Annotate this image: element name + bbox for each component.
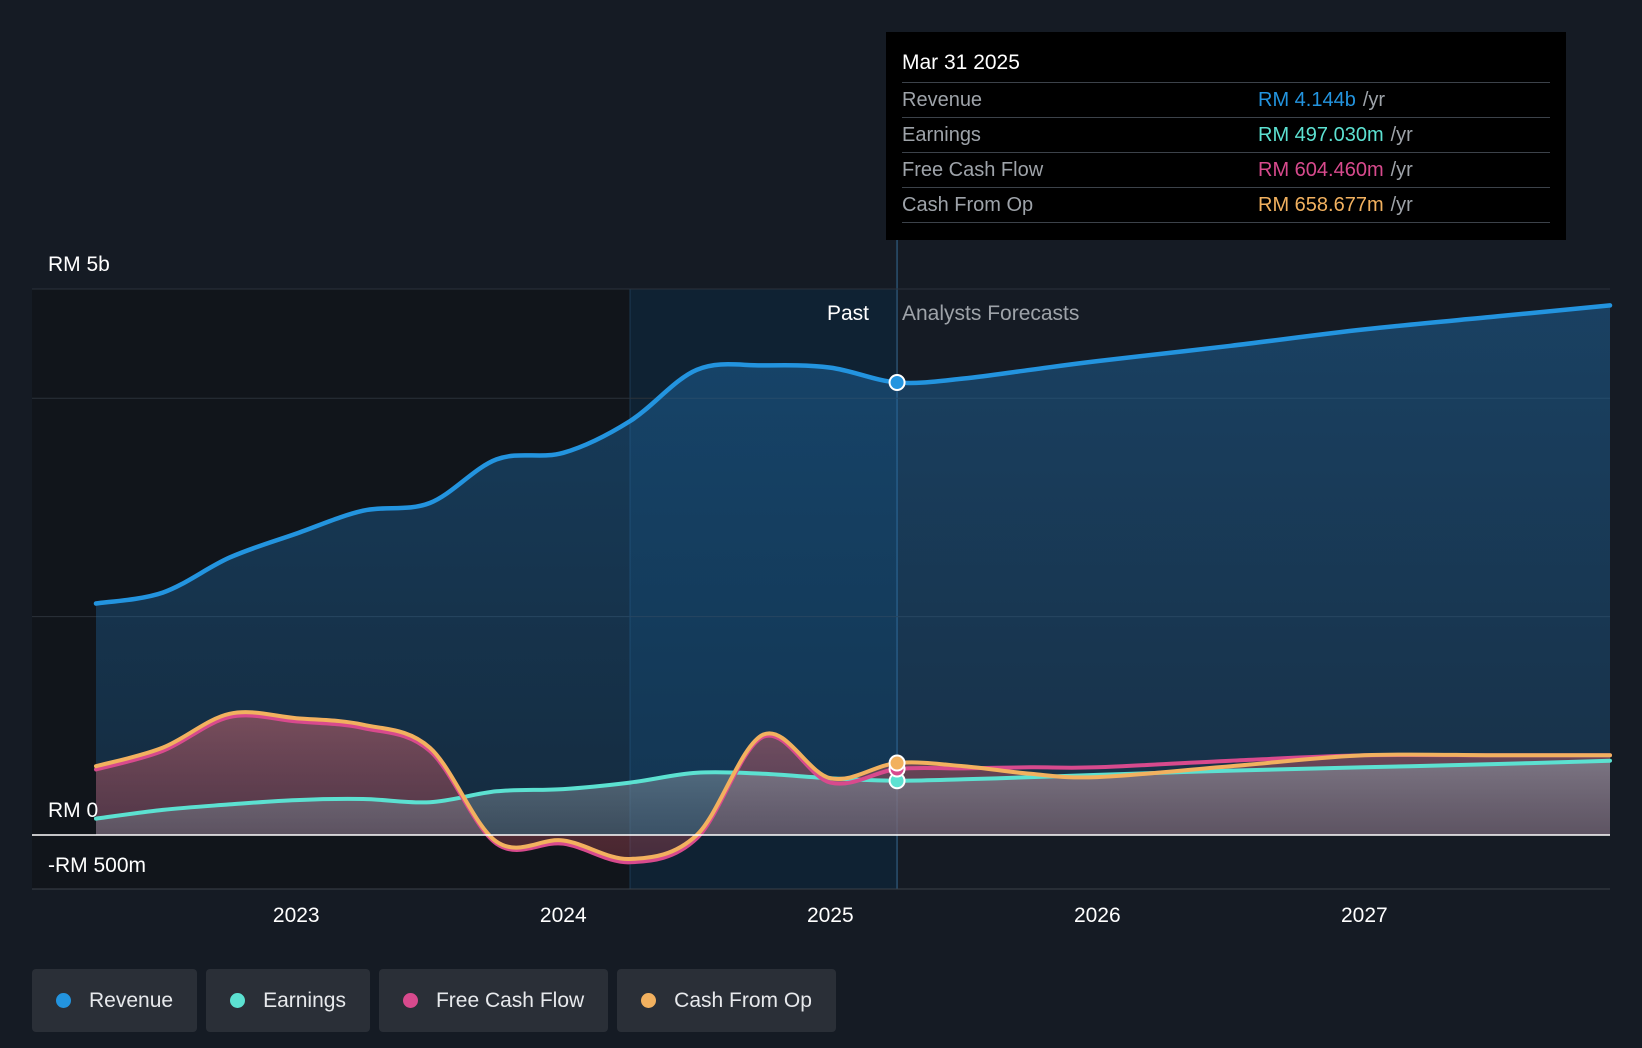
legend-label: Revenue bbox=[89, 988, 174, 1012]
tooltip-value: RM 658.677m bbox=[1258, 194, 1384, 216]
tooltip-date: Mar 31 2025 bbox=[902, 46, 1550, 83]
earnings-line bbox=[94, 758, 1612, 821]
tooltip-value: RM 4.144b bbox=[1258, 89, 1356, 111]
legend-item-revenue[interactable]: Revenue bbox=[32, 969, 198, 1032]
legend-item-earnings[interactable]: Earnings bbox=[206, 969, 370, 1032]
cash-from-op-point bbox=[888, 754, 906, 772]
chart-markers bbox=[32, 373, 1610, 836]
tooltip-label: Free Cash Flow bbox=[902, 159, 1044, 181]
x-tick-label: 2023 bbox=[273, 904, 320, 927]
revenue-line bbox=[93, 303, 1613, 606]
data-tooltip: Mar 31 2025 Revenue RM 4.144b /yr Earnin… bbox=[886, 32, 1566, 240]
revenue-point bbox=[888, 373, 906, 391]
tooltip-row-earnings: Earnings RM 497.030m /yr bbox=[902, 118, 1550, 153]
x-tick-label: 2027 bbox=[1341, 904, 1388, 927]
tooltip-label: Cash From Op bbox=[902, 194, 1034, 216]
tooltip-unit: /yr bbox=[1362, 89, 1386, 111]
legend-item-cash-from-op[interactable]: Cash From Op bbox=[617, 969, 836, 1032]
legend-item-free-cash-flow[interactable]: Free Cash Flow bbox=[378, 969, 609, 1032]
y-zero-label: RM 0 bbox=[48, 799, 98, 822]
free-cash-flow-line bbox=[94, 713, 1612, 865]
forecast-label: Analysts Forecasts bbox=[902, 302, 1079, 325]
tooltip-unit: /yr bbox=[1390, 194, 1413, 216]
x-tick-label: 2025 bbox=[807, 904, 854, 927]
tooltip-row-cash-from-op: Cash From Op RM 658.677m /yr bbox=[902, 188, 1550, 223]
revenue-area bbox=[96, 305, 1610, 835]
chart-labels: RM 5b RM 0 -RM 500m Past Analysts Foreca… bbox=[48, 253, 1079, 877]
tooltip-value: RM 604.460m bbox=[1258, 159, 1384, 181]
legend-label: Cash From Op bbox=[674, 988, 812, 1012]
x-tick-label: 2024 bbox=[540, 904, 587, 927]
free-cash-flow-dot-icon bbox=[402, 993, 418, 1008]
cash-from-op-line bbox=[94, 710, 1612, 862]
past-label: Past bbox=[827, 302, 869, 325]
tooltip-unit: /yr bbox=[1390, 159, 1413, 181]
x-tick-label: 2026 bbox=[1074, 904, 1121, 927]
chart-legend: Revenue Earnings Free Cash Flow Cash Fro… bbox=[32, 969, 836, 1032]
tooltip-value: RM 497.030m bbox=[1258, 124, 1384, 146]
legend-label: Free Cash Flow bbox=[435, 988, 585, 1012]
chart-areas bbox=[96, 305, 1610, 860]
tooltip-row-free-cash-flow: Free Cash Flow RM 604.460m /yr bbox=[902, 153, 1550, 188]
x-axis-ticks: 2023 2024 2025 2026 2027 bbox=[273, 904, 1388, 927]
tooltip-label: Revenue bbox=[902, 89, 983, 111]
tooltip-row-revenue: Revenue RM 4.144b /yr bbox=[902, 83, 1550, 118]
revenue-dot-icon bbox=[56, 993, 71, 1008]
y-top-label: RM 5b bbox=[48, 253, 110, 276]
chart-lines bbox=[93, 303, 1613, 865]
earnings-dot-icon bbox=[230, 993, 246, 1008]
tooltip-label: Earnings bbox=[902, 124, 981, 146]
tooltip-unit: /yr bbox=[1390, 124, 1413, 146]
cash-from-op-dot-icon bbox=[641, 993, 657, 1008]
y-bottom-label: -RM 500m bbox=[48, 854, 146, 877]
legend-label: Earnings bbox=[263, 988, 346, 1012]
